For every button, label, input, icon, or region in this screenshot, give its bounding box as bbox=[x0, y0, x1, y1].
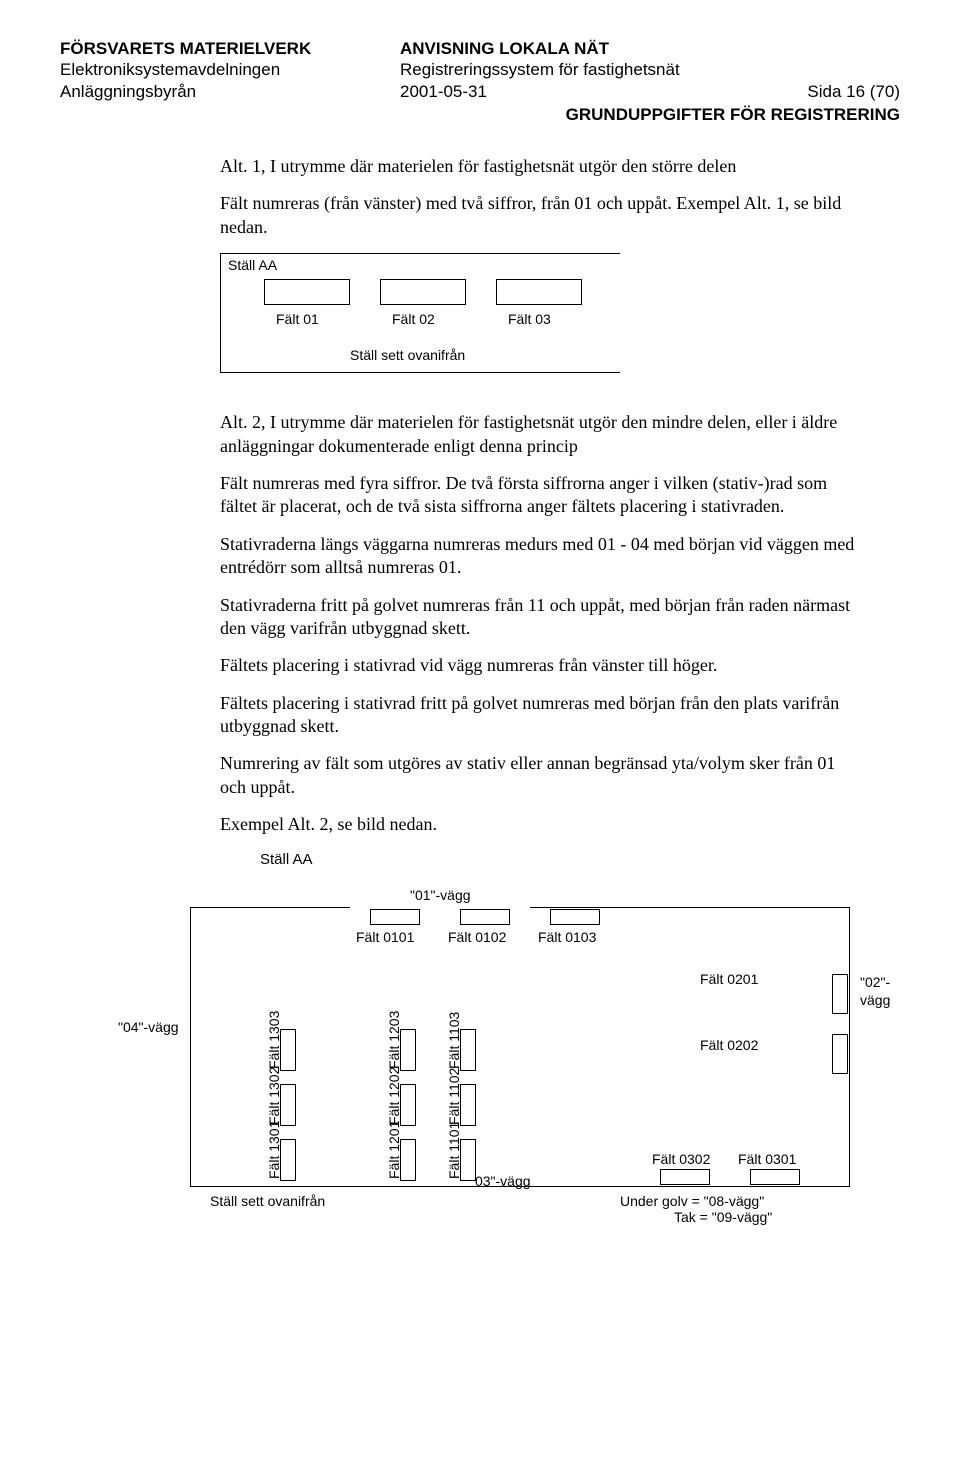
label-0103: Fält 0103 bbox=[538, 929, 596, 947]
label-1103: Fält 1103 bbox=[446, 1012, 464, 1069]
para-alt2-d: Stativraderna fritt på golvet numreras f… bbox=[220, 594, 860, 641]
section-title: GRUNDUPPGIFTER FÖR REGISTRERING bbox=[60, 104, 900, 125]
label-0301: Fält 0301 bbox=[738, 1151, 796, 1169]
label-0101: Fält 0101 bbox=[356, 929, 414, 947]
fig1-label-3: Fält 03 bbox=[508, 311, 551, 329]
label-1201: Fält 1201 bbox=[386, 1121, 404, 1179]
header-page: Sida 16 (70) bbox=[760, 81, 900, 102]
fig1-box-1 bbox=[264, 279, 350, 305]
label-1203: Fält 1203 bbox=[386, 1011, 404, 1069]
header-blank2 bbox=[760, 59, 900, 80]
wall-02-label: "02"-vägg bbox=[860, 974, 900, 1009]
room-top-border-left bbox=[190, 907, 350, 908]
box-0103 bbox=[550, 909, 600, 925]
para-alt2-b: Fält numreras med fyra siffror. De två f… bbox=[220, 472, 860, 519]
para-alt2-c: Stativraderna längs väggarna numreras me… bbox=[220, 533, 860, 580]
label-1301: Fält 1301 bbox=[266, 1121, 284, 1179]
content-area: Alt. 1, I utrymme där materielen för fas… bbox=[220, 155, 860, 869]
header-dept: Elektroniksystemavdelningen bbox=[60, 59, 400, 80]
label-1302: Fält 1302 bbox=[266, 1067, 284, 1125]
header-subtitle: Registreringssystem för fastighetsnät bbox=[400, 59, 760, 80]
figure-2: "01"-vägg "02"-vägg "03"-vägg "04"-vägg … bbox=[60, 869, 900, 1229]
label-1202: Fält 1202 bbox=[386, 1067, 404, 1125]
figure-1: Ställ AA Fält 01 Fält 02 Fält 03 Ställ s… bbox=[220, 253, 860, 383]
header-org: FÖRSVARETS MATERIELVERK bbox=[60, 38, 400, 59]
wall-04-label: "04"-vägg bbox=[118, 1019, 179, 1037]
box-0102 bbox=[460, 909, 510, 925]
fig1-caption: Ställ sett ovanifrån bbox=[350, 347, 465, 365]
fig1-box-2 bbox=[380, 279, 466, 305]
box-0202 bbox=[832, 1034, 848, 1074]
fig2-caption: Ställ sett ovanifrån bbox=[210, 1193, 325, 1211]
fig1-box-3 bbox=[496, 279, 582, 305]
para-alt2-h: Exempel Alt. 2, se bild nedan. bbox=[220, 813, 860, 836]
para-alt2-e: Fältets placering i stativrad vid vägg n… bbox=[220, 654, 860, 677]
fig2-stall-label: Ställ AA bbox=[260, 851, 860, 870]
fig2-under-label: Under golv = "08-vägg" bbox=[620, 1193, 764, 1211]
label-1101: Fält 1101 bbox=[446, 1122, 464, 1179]
box-0201 bbox=[832, 974, 848, 1014]
fig2-tak-label: Tak = "09-vägg" bbox=[674, 1209, 772, 1227]
box-0302 bbox=[660, 1169, 710, 1185]
label-0201: Fält 0201 bbox=[700, 971, 758, 989]
wall-03-label: "03"-vägg bbox=[470, 1173, 531, 1191]
label-0202: Fält 0202 bbox=[700, 1037, 758, 1055]
para-alt2-heading: Alt. 2, I utrymme där materielen för fas… bbox=[220, 411, 860, 458]
label-1102: Fält 1102 bbox=[446, 1068, 464, 1125]
page-header: FÖRSVARETS MATERIELVERK ANVISNING LOKALA… bbox=[60, 38, 900, 102]
box-0301 bbox=[750, 1169, 800, 1185]
fig1-label-1: Fält 01 bbox=[276, 311, 319, 329]
header-title: ANVISNING LOKALA NÄT bbox=[400, 38, 760, 59]
fig1-label-2: Fält 02 bbox=[392, 311, 435, 329]
fig1-stall-label: Ställ AA bbox=[228, 257, 277, 275]
para-alt1-body: Fält numreras (från vänster) med två sif… bbox=[220, 192, 860, 239]
header-blank bbox=[760, 38, 900, 59]
room-top-border-right bbox=[530, 907, 850, 908]
para-alt2-g: Numrering av fält som utgöres av stativ … bbox=[220, 752, 860, 799]
label-0102: Fält 0102 bbox=[448, 929, 506, 947]
header-date: 2001-05-31 bbox=[400, 81, 760, 102]
para-alt1-heading: Alt. 1, I utrymme där materielen för fas… bbox=[220, 155, 860, 178]
header-office: Anläggningsbyrån bbox=[60, 81, 400, 102]
box-0101 bbox=[370, 909, 420, 925]
para-alt2-f: Fältets placering i stativrad fritt på g… bbox=[220, 692, 860, 739]
label-0302: Fält 0302 bbox=[652, 1151, 710, 1169]
label-1303: Fält 1303 bbox=[266, 1011, 284, 1069]
wall-01-label: "01"-vägg bbox=[410, 887, 471, 905]
